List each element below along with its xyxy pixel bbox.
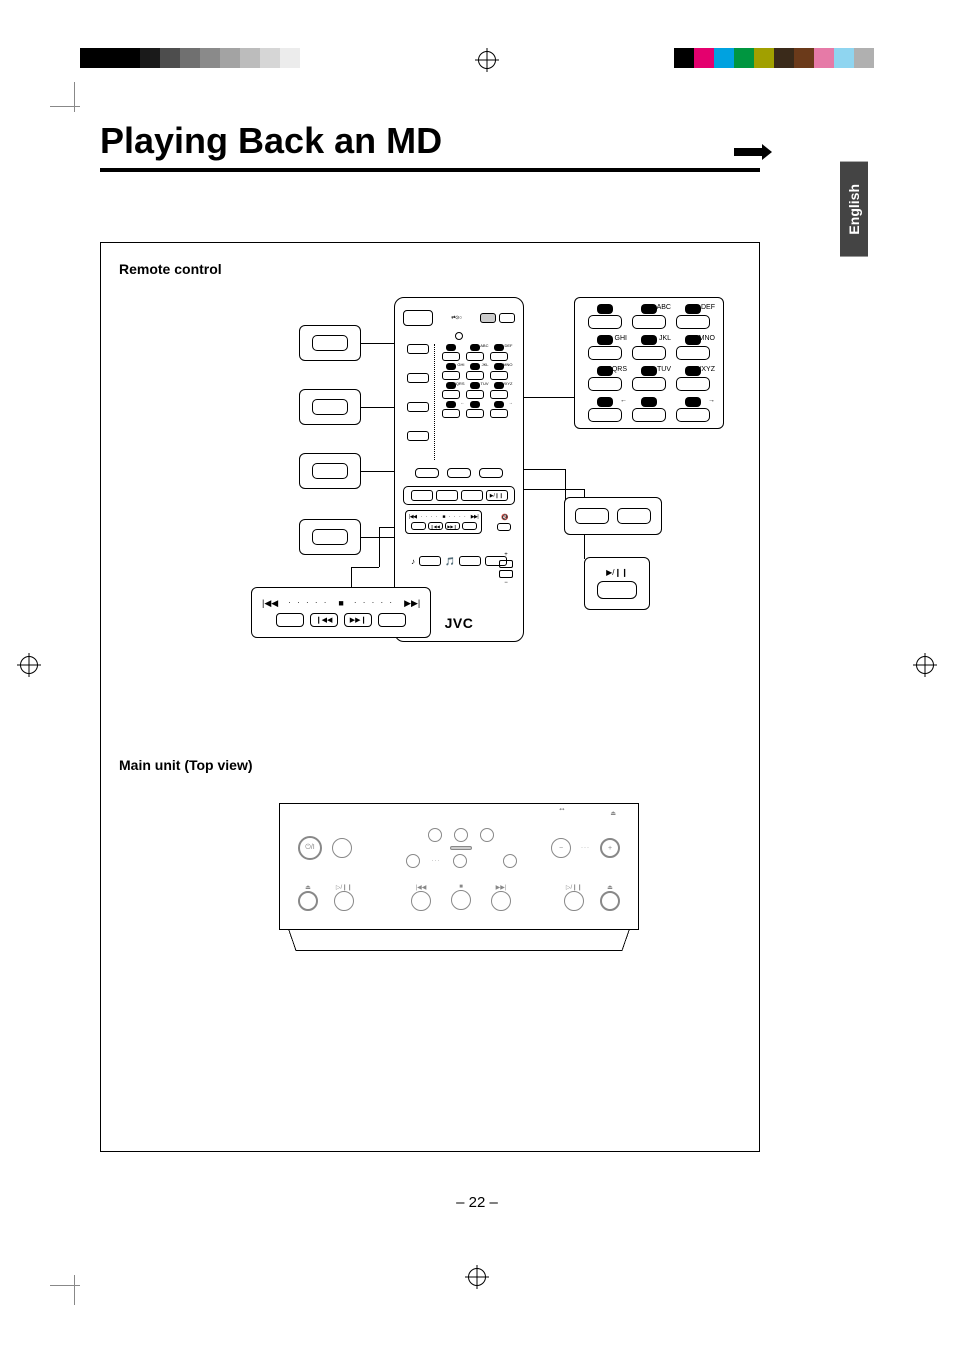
mute-icon: 🔇	[501, 515, 508, 521]
keypad-key	[441, 344, 461, 361]
keypad-key	[585, 304, 625, 329]
play-pause-icon: ▷/❙❙	[564, 884, 584, 891]
remote-diagram: ⇄⊙○	[119, 297, 741, 717]
keypad-key: MNO	[489, 363, 509, 380]
eject-icon: ⏏	[600, 884, 620, 891]
diagram-frame: Remote control	[100, 242, 760, 1152]
crop-mark	[50, 82, 80, 112]
play-pause-icon: ▶/❙❙	[597, 568, 637, 577]
keypad-key: WXYZ	[489, 382, 509, 399]
keypad-key: PQRS	[441, 382, 461, 399]
callout-button-4	[299, 519, 361, 555]
registration-mark-right	[916, 656, 934, 674]
music-note-icon: ♪	[411, 557, 415, 566]
keypad-key: JKL	[629, 335, 669, 360]
mainunit-diagram: ⇔ ⏻/I ···	[119, 793, 741, 1053]
keypad-key: →	[489, 401, 509, 418]
language-tab: English	[840, 162, 868, 257]
keypad-key: TUV	[629, 366, 669, 391]
eject-icon: ⏏	[610, 810, 616, 817]
mainunit-section-label: Main unit (Top view)	[119, 757, 741, 773]
keypad-key: ←	[441, 401, 461, 418]
callout-mid-buttons	[564, 497, 662, 535]
callout-play-button: ▶/❙❙	[584, 557, 650, 610]
keypad-key	[465, 401, 485, 418]
keypad-key: ABC	[465, 344, 485, 361]
keypad-key	[629, 397, 669, 422]
callout-keypad-zoom: ABCDEF GHIJKLMNO PQRSTUVWXYZ ← →	[574, 297, 724, 429]
callout-button-3	[299, 453, 361, 489]
print-colorbar	[0, 48, 954, 72]
prev-icon: |◀◀	[411, 884, 431, 891]
play-panel: ▶/❙❙	[403, 486, 515, 505]
registration-mark-bottom	[468, 1268, 486, 1286]
page-number: – 22 –	[0, 1194, 954, 1211]
keypad-key: WXYZ	[673, 366, 713, 391]
registration-mark-top	[478, 51, 496, 69]
keypad-key: GHI	[441, 363, 461, 380]
registration-mark-left	[20, 656, 38, 674]
music-note-icon: 🎵	[445, 557, 455, 566]
remote-section-label: Remote control	[119, 261, 741, 277]
keypad-key: DEF	[673, 304, 713, 329]
crop-mark	[50, 1285, 80, 1315]
keypad-key: MNO	[673, 335, 713, 360]
keypad-key: ABC	[629, 304, 669, 329]
keypad-key: ←	[585, 397, 625, 422]
title-rule	[100, 168, 760, 172]
keypad-key: TUV	[465, 382, 485, 399]
continue-arrow-icon	[732, 144, 772, 166]
keypad-key: GHI	[585, 335, 625, 360]
next-icon: ▶▶|	[491, 884, 511, 891]
keypad-key: JKL	[465, 363, 485, 380]
callout-button-2	[299, 389, 361, 425]
keypad-key: PQRS	[585, 366, 625, 391]
play-pause-icon: ▷/❙❙	[334, 884, 354, 891]
eject-indicator-icon: ⇔	[558, 804, 566, 813]
eject-icon: ⏏	[298, 884, 318, 891]
keypad-key: DEF	[489, 344, 509, 361]
stop-icon: ■	[451, 884, 471, 890]
transport-group: |◀◀ · · · · ■ · · · · ▶▶| ❙◀◀ ▶▶❙	[405, 510, 482, 534]
power-button-icon: ⏻/I	[298, 836, 322, 860]
callout-transport: |◀◀ · · · · · ■ · · · · · ▶▶| ❙◀◀ ▶▶❙	[251, 587, 431, 638]
callout-button-1	[299, 325, 361, 361]
page-title: Playing Back an MD	[100, 120, 760, 166]
keypad-key: →	[673, 397, 713, 422]
